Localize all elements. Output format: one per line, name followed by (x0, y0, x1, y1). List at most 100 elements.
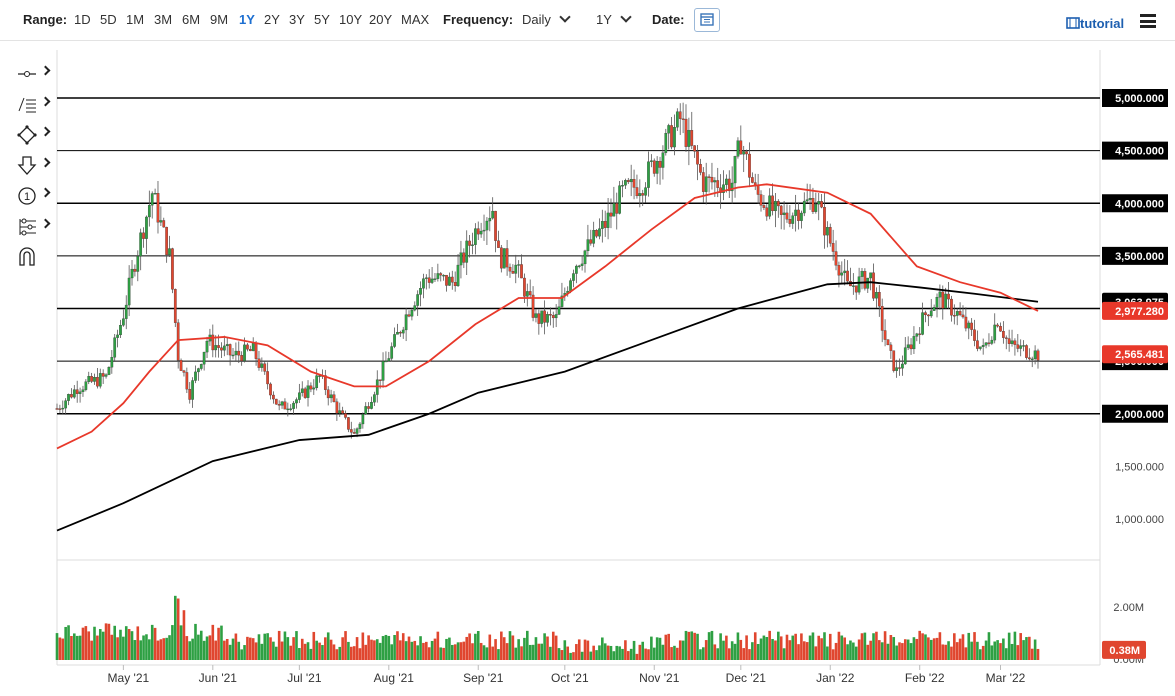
candle-body (298, 392, 301, 400)
candle-body (828, 227, 832, 244)
candle-body (846, 270, 849, 282)
candle-body (87, 376, 91, 382)
volume-bar (70, 636, 73, 660)
hamburger-menu-icon[interactable] (1140, 14, 1156, 28)
price-chart[interactable]: 5,000.0004,500.0004,000.0003,500.0003,00… (0, 40, 1175, 696)
volume-bar (768, 630, 771, 660)
candle-body (502, 248, 506, 269)
candle-body (482, 229, 486, 232)
volume-bar (947, 641, 950, 660)
volume-bar (626, 651, 630, 660)
volume-bar (199, 630, 203, 660)
candle-body (647, 161, 650, 188)
volume-bar (81, 627, 85, 660)
volume-bar (820, 638, 823, 660)
volume-bar (393, 635, 396, 660)
candle-body (453, 282, 457, 287)
volume-bar (886, 643, 890, 660)
volume-bar (929, 639, 933, 660)
frequency-label: Frequency: (443, 12, 514, 27)
volume-bar (658, 637, 662, 660)
annotation-tool[interactable]: 1 (12, 180, 52, 211)
volume-bar (961, 634, 965, 660)
volume-bar (511, 635, 515, 660)
volume-bar (823, 632, 826, 660)
candle-body (837, 265, 841, 276)
candle-body (534, 313, 538, 318)
candle-body (540, 310, 544, 324)
volume-bar (549, 646, 552, 660)
volume-bar (551, 631, 555, 660)
y-tick-label: 4,000.000 (1115, 198, 1164, 210)
volume-bar (150, 624, 154, 660)
fibonacci-tool[interactable] (12, 89, 52, 120)
range-button-max[interactable]: MAX (401, 12, 430, 27)
volume-bar (632, 640, 636, 660)
tutorial-link[interactable]: tutorial (1066, 16, 1124, 31)
candle-body (624, 180, 627, 186)
candle-body (684, 118, 688, 147)
range-button-6m[interactable]: 6M (182, 12, 201, 27)
candle-body (1016, 344, 1020, 349)
range-button-3y[interactable]: 3Y (289, 12, 305, 27)
range-button-10y[interactable]: 10Y (339, 12, 363, 27)
candle-body (950, 298, 953, 316)
volume-bar (707, 632, 711, 660)
candle-body (999, 326, 1002, 332)
volume-bar (286, 637, 290, 660)
candle-body (471, 244, 474, 246)
price-label-box (1102, 345, 1168, 364)
volume-bar (1019, 633, 1022, 660)
volume-bar (133, 640, 137, 660)
shape-tool[interactable] (12, 119, 52, 150)
period-select[interactable]: 1Y (596, 11, 632, 27)
date-picker-button[interactable] (694, 8, 720, 32)
candle-body (779, 205, 783, 215)
magnet-tool[interactable] (12, 241, 52, 272)
frequency-select[interactable]: Daily (522, 11, 571, 27)
candle-body (499, 247, 503, 269)
range-button-20y[interactable]: 20Y (369, 12, 393, 27)
volume-bar (716, 648, 720, 660)
volume-bar (577, 639, 581, 660)
candle-body (704, 176, 708, 192)
volume-bar (756, 643, 760, 660)
range-button-9m[interactable]: 9M (210, 12, 229, 27)
range-button-3m[interactable]: 3M (154, 12, 173, 27)
indicator-tool[interactable] (12, 211, 52, 242)
volume-bar (283, 631, 287, 660)
candle-body (222, 345, 226, 351)
arrow-tool[interactable] (12, 150, 52, 181)
volume-bar (508, 631, 512, 660)
volume-bar (1013, 631, 1017, 660)
volume-bar (185, 636, 189, 660)
candle-body (254, 342, 258, 359)
volume-bar (612, 651, 616, 660)
line-tool[interactable] (12, 58, 52, 89)
volume-bar (277, 630, 281, 660)
candle-body (1007, 338, 1011, 344)
range-button-2y[interactable]: 2Y (264, 12, 280, 27)
volume-bar (202, 640, 206, 660)
range-button-1m[interactable]: 1M (126, 12, 145, 27)
range-button-5y[interactable]: 5Y (314, 12, 330, 27)
range-button-1y[interactable]: 1Y (239, 12, 255, 27)
candle-body (880, 306, 884, 331)
volume-bar (987, 632, 991, 660)
volume-bar (592, 645, 595, 660)
candle-body (292, 402, 295, 409)
range-button-5d[interactable]: 5D (100, 12, 117, 27)
volume-bar (338, 646, 342, 660)
volume-bar (162, 638, 166, 660)
candle-body (326, 389, 330, 399)
candle-body (358, 423, 362, 429)
range-button-1d[interactable]: 1D (74, 12, 91, 27)
candle-body (675, 111, 679, 128)
volume-bar (113, 625, 117, 660)
x-tick-label: Jun '21 (199, 671, 238, 685)
volume-bar (104, 623, 108, 660)
candle-body (580, 263, 584, 266)
candle-body (55, 408, 59, 410)
volume-bar (159, 639, 163, 660)
calendar-icon (700, 13, 714, 26)
